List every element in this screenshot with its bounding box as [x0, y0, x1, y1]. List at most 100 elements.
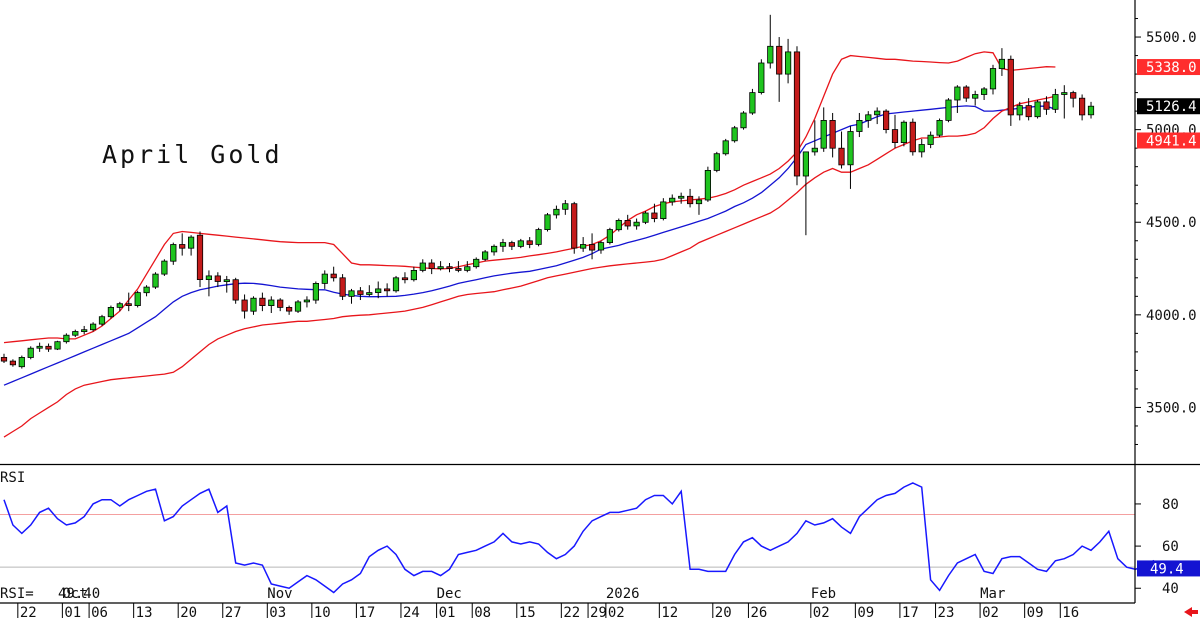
candle [383, 283, 391, 297]
candle [802, 151, 810, 236]
candle [820, 107, 827, 152]
candle-body [553, 208, 560, 216]
x-tick-label: 01 [64, 605, 81, 621]
candle [437, 261, 444, 271]
candle [891, 114, 899, 149]
candle [268, 296, 275, 313]
candle-body [401, 277, 409, 281]
candle [633, 218, 640, 230]
candle-body [205, 275, 212, 280]
candle [1034, 100, 1041, 119]
candle-body [357, 290, 364, 295]
candle-body [927, 134, 934, 145]
candle-body [624, 219, 631, 227]
candle-body [63, 334, 70, 343]
candle [535, 227, 542, 247]
candle [27, 346, 34, 360]
candle-body [695, 199, 703, 205]
candle-body [81, 329, 88, 333]
candle [838, 131, 845, 169]
candle [713, 151, 720, 173]
candle-body [268, 299, 275, 306]
rsi-readout-label: RSI= [0, 586, 34, 602]
candle-body [1043, 101, 1050, 110]
candle-body [161, 260, 168, 275]
x-tick-label: 20 [180, 605, 197, 621]
candle [615, 218, 622, 232]
candle-body [143, 286, 150, 294]
x-tick-label: 16 [1062, 605, 1079, 621]
candle-body [954, 86, 961, 101]
candle-body [294, 301, 302, 312]
candle-body [972, 94, 979, 99]
candle-body [259, 297, 266, 307]
candle [624, 214, 631, 230]
candle [312, 281, 320, 304]
candle-body [945, 99, 952, 121]
x-tick-label: 09 [1027, 605, 1044, 621]
candle [544, 212, 551, 232]
candle [232, 277, 239, 304]
candle [170, 242, 177, 265]
candle [945, 98, 952, 123]
candle-body [134, 292, 141, 307]
candle [152, 272, 159, 289]
candle-body [963, 86, 970, 99]
band-line-2 [3, 95, 1056, 438]
candle [473, 257, 480, 269]
month-label: Feb [811, 586, 836, 602]
candle [455, 261, 462, 273]
candle [758, 59, 765, 95]
candle [847, 125, 854, 189]
price-label-box [1137, 98, 1200, 115]
candle-body [1007, 58, 1014, 116]
candle-body [214, 275, 221, 282]
rsi-line [3, 482, 1190, 594]
candle [918, 138, 925, 158]
rsi-value-text: 49.4 [1150, 561, 1184, 577]
price-label-text: 5126.4 [1146, 99, 1197, 115]
candle-body [847, 131, 854, 166]
candle [45, 343, 52, 352]
candle [107, 305, 114, 319]
candle [1087, 101, 1095, 119]
candle-body [36, 345, 43, 349]
candle [1070, 90, 1077, 108]
x-tick-label: 24 [403, 605, 420, 621]
candle-body [428, 262, 435, 269]
candle-body [989, 68, 997, 90]
candle [1043, 96, 1050, 115]
candle [642, 211, 649, 225]
candle-body [597, 242, 605, 251]
month-label: Mar [980, 586, 1005, 602]
candle-body [883, 110, 890, 130]
candle [419, 259, 426, 273]
candle-body [72, 331, 79, 336]
candle [179, 233, 186, 256]
candle [927, 131, 934, 149]
x-tick-label: 02 [813, 605, 830, 621]
candle [1052, 88, 1059, 113]
candle [793, 46, 801, 186]
candle-body [437, 266, 444, 270]
rsi-legend: RSI [0, 470, 25, 486]
candle [214, 272, 221, 288]
candle-body [9, 360, 16, 366]
candle-body [1079, 97, 1086, 116]
candle [865, 111, 872, 128]
candle [259, 292, 266, 312]
x-tick-label: 22 [20, 605, 37, 621]
candle [294, 300, 302, 313]
candle-body [90, 323, 97, 331]
candle [205, 270, 212, 297]
candle-body [1052, 94, 1059, 110]
y-tick-label: 4500.0 [1146, 215, 1197, 231]
price-label-box [1137, 59, 1200, 76]
candle-body [339, 277, 346, 297]
candle-body [98, 316, 106, 325]
candle-body [27, 347, 34, 358]
candle [81, 325, 88, 335]
candle-body [660, 201, 667, 219]
candle [490, 244, 498, 256]
candle-body [874, 110, 881, 116]
